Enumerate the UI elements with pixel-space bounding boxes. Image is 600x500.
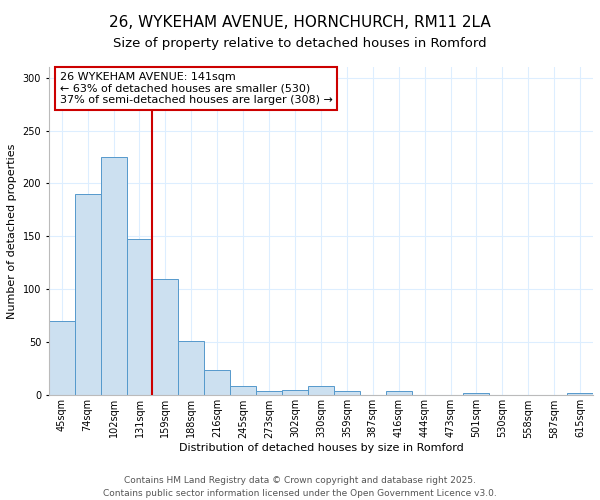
Bar: [49, 321, 74, 396]
Bar: [204, 370, 230, 396]
Bar: [101, 157, 127, 396]
Bar: [386, 391, 412, 396]
Text: Size of property relative to detached houses in Romford: Size of property relative to detached ho…: [113, 38, 487, 51]
Bar: [334, 391, 360, 396]
Bar: [463, 393, 490, 396]
Bar: [567, 393, 593, 396]
Bar: [178, 342, 204, 396]
Bar: [152, 279, 178, 396]
Bar: [74, 194, 101, 396]
X-axis label: Distribution of detached houses by size in Romford: Distribution of detached houses by size …: [179, 443, 463, 453]
Text: Contains HM Land Registry data © Crown copyright and database right 2025.
Contai: Contains HM Land Registry data © Crown c…: [103, 476, 497, 498]
Text: 26, WYKEHAM AVENUE, HORNCHURCH, RM11 2LA: 26, WYKEHAM AVENUE, HORNCHURCH, RM11 2LA: [109, 15, 491, 30]
Bar: [230, 386, 256, 396]
Bar: [127, 238, 152, 396]
Bar: [308, 386, 334, 396]
Text: 26 WYKEHAM AVENUE: 141sqm
← 63% of detached houses are smaller (530)
37% of semi: 26 WYKEHAM AVENUE: 141sqm ← 63% of detac…: [59, 72, 332, 105]
Bar: [256, 391, 282, 396]
Bar: [282, 390, 308, 396]
Y-axis label: Number of detached properties: Number of detached properties: [7, 144, 17, 319]
